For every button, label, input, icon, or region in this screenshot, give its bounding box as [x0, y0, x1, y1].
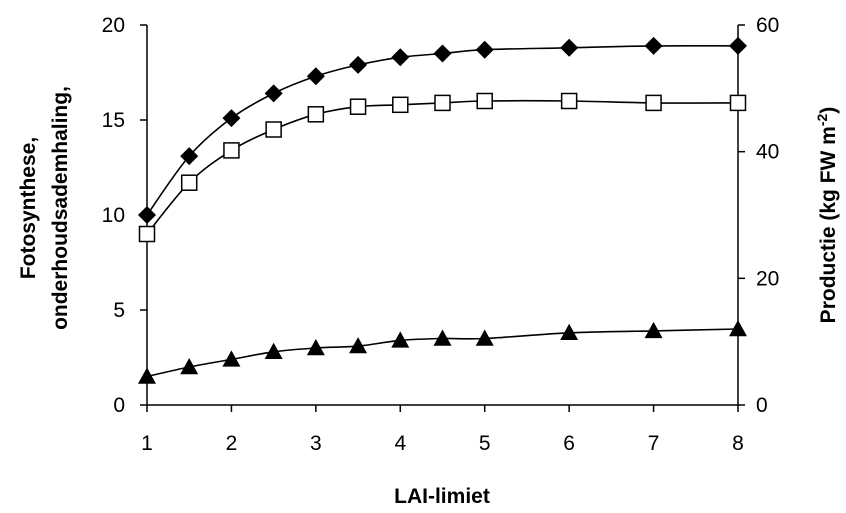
- data-point-square: [560, 92, 578, 110]
- y2-axis-title: Productie (kg FW m-2): [814, 107, 840, 324]
- data-point-triangle: [644, 321, 663, 339]
- data-point-diamond: [560, 38, 579, 57]
- data-point-diamond: [222, 109, 241, 128]
- x-tick-label: 2: [226, 432, 238, 455]
- data-point-diamond: [433, 44, 452, 63]
- y-tick-label: 10: [102, 204, 125, 227]
- y2-tick-label: 20: [756, 267, 779, 290]
- data-point-square: [392, 96, 409, 114]
- x-tick-label: 6: [563, 432, 575, 455]
- data-point-square: [307, 106, 325, 123]
- data-point-square: [434, 94, 451, 112]
- data-point-triangle: [433, 329, 452, 346]
- x-axis-title: LAI-limiet: [394, 485, 490, 508]
- y-tick-label: 20: [102, 14, 125, 37]
- data-point-square: [223, 142, 240, 159]
- y-tick-label: 5: [113, 299, 125, 322]
- series-group: [138, 36, 747, 384]
- data-point-square: [180, 174, 198, 191]
- data-point-triangle: [264, 342, 283, 359]
- x-tick-label: 5: [479, 432, 491, 455]
- y2-axis-title-sup: -2: [814, 113, 830, 126]
- data-point-square: [349, 98, 367, 115]
- y2-tick-label: 0: [756, 394, 768, 417]
- data-point-diamond: [644, 36, 663, 55]
- y2-axis-title-main: Productie (kg FW m: [817, 126, 840, 323]
- data-point-triangle: [729, 320, 747, 337]
- data-point-triangle: [349, 337, 368, 354]
- data-point-diamond: [349, 55, 368, 74]
- x-tick-label: 1: [141, 432, 153, 455]
- y-axis-title-line-1: Fotosynthese,: [17, 137, 40, 279]
- y-axis-title: Fotosynthese, onderhoudsademhaling,: [17, 86, 72, 330]
- data-point-square: [645, 94, 662, 112]
- data-point-diamond: [306, 67, 325, 86]
- data-point-square: [138, 225, 156, 243]
- data-point-diamond: [180, 147, 199, 166]
- data-point-square: [476, 92, 493, 110]
- data-point-diamond: [475, 40, 494, 59]
- data-point-triangle: [475, 329, 494, 346]
- y2-axis-title-text: Productie (kg FW m-2): [814, 107, 840, 324]
- y-axis-title-line-2: onderhoudsademhaling,: [49, 86, 72, 330]
- x-tick-label: 7: [648, 432, 660, 455]
- data-point-square: [729, 94, 747, 112]
- y2-axis-title-close: ): [817, 107, 840, 114]
- y2-tick-label: 60: [756, 14, 779, 37]
- data-point-triangle: [306, 339, 325, 356]
- data-point-triangle: [560, 323, 579, 340]
- data-point-square: [265, 121, 282, 138]
- x-tick-label: 8: [732, 432, 744, 455]
- y2-tick-label: 40: [756, 141, 779, 164]
- data-point-diamond: [138, 206, 156, 224]
- data-point-triangle: [222, 350, 241, 367]
- data-point-triangle: [180, 358, 199, 375]
- y-tick-label: 15: [102, 109, 125, 132]
- data-point-diamond: [729, 36, 747, 55]
- data-point-diamond: [264, 84, 283, 103]
- data-point-triangle: [391, 331, 410, 348]
- x-tick-label: 4: [394, 432, 406, 455]
- x-tick-label: 3: [310, 432, 322, 455]
- data-point-triangle: [138, 367, 156, 384]
- data-point-diamond: [391, 48, 410, 67]
- y-tick-label: 0: [113, 394, 125, 417]
- series-line-1: [146, 44, 739, 216]
